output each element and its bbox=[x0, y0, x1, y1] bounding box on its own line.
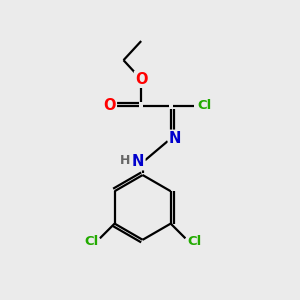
Text: Cl: Cl bbox=[84, 236, 98, 248]
Text: Cl: Cl bbox=[197, 99, 212, 112]
Text: N: N bbox=[132, 154, 144, 169]
Text: O: O bbox=[135, 72, 147, 87]
Text: N: N bbox=[169, 131, 181, 146]
Text: H: H bbox=[120, 154, 131, 167]
Text: Cl: Cl bbox=[187, 236, 201, 248]
Text: O: O bbox=[103, 98, 116, 113]
